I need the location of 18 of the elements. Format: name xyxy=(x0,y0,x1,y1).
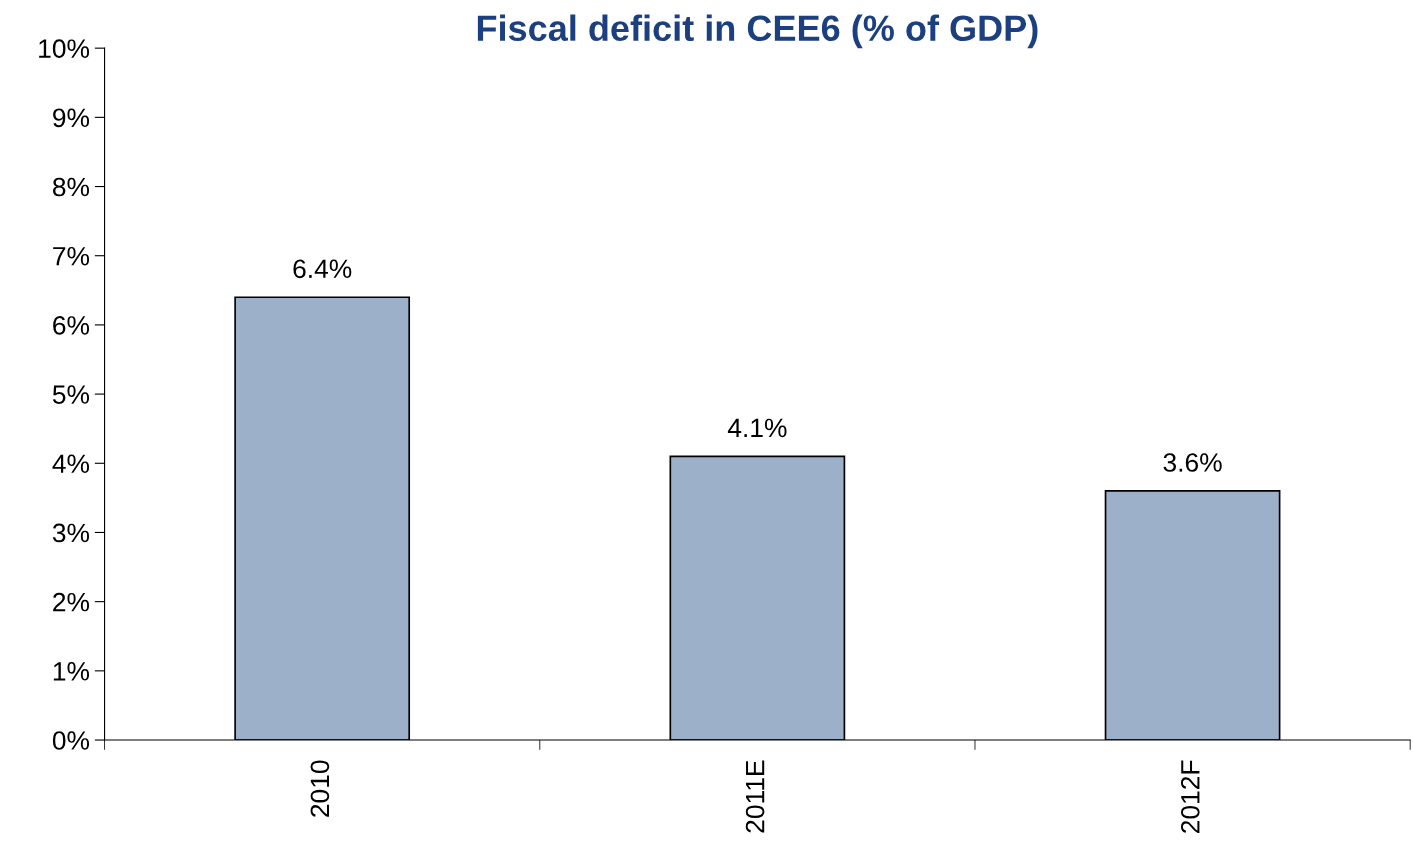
y-tick-label: 9% xyxy=(53,108,90,128)
y-tick-label: 3% xyxy=(52,523,90,543)
y-tick-label: 0% xyxy=(52,731,90,750)
y-tick-label: 8% xyxy=(52,177,90,197)
y-tick-label: 2% xyxy=(53,592,90,612)
x-tick-label: 2012F xyxy=(1180,760,1200,833)
x-tick-label: 2010 xyxy=(310,760,330,817)
y-tick-label: 10% xyxy=(39,39,90,58)
data-label: 3.6% xyxy=(1163,453,1222,472)
x-tick-label: 2011E xyxy=(745,760,765,833)
data-label: 4.1% xyxy=(727,418,787,438)
y-tick-label: 6% xyxy=(53,316,90,335)
y-tick-label: 5% xyxy=(52,385,90,404)
y-tick-label: 4% xyxy=(52,454,90,473)
chart-title: Fiscal deficit in CEE6 (% of GDP) xyxy=(477,14,1038,49)
data-label: 6.4% xyxy=(293,259,352,279)
y-tick-label: 7% xyxy=(53,246,90,266)
y-tick-label: 1% xyxy=(53,662,90,681)
